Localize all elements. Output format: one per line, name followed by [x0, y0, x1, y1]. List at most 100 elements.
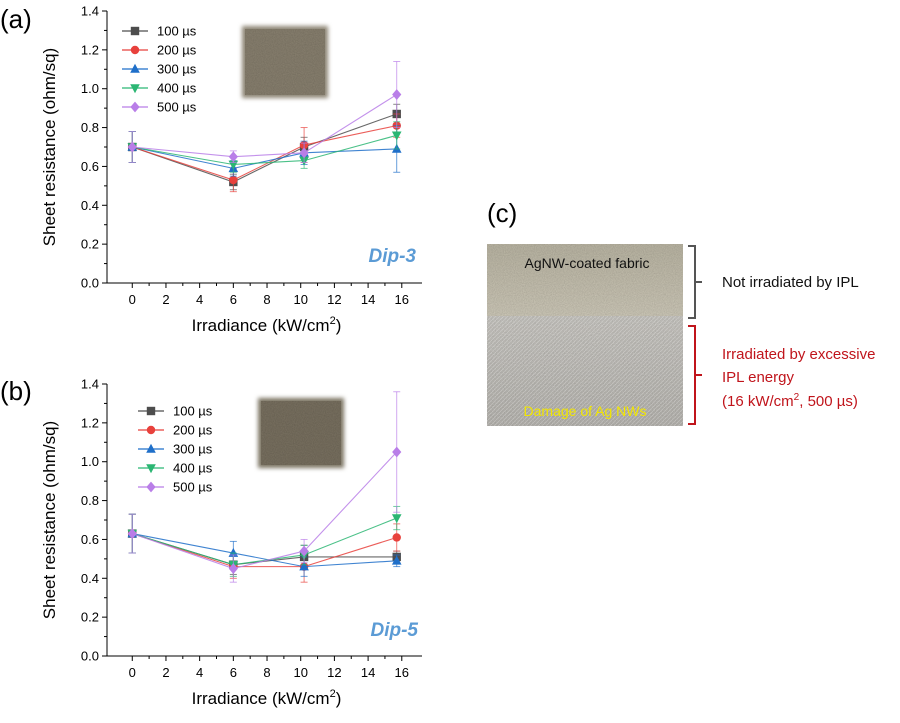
series-line — [132, 113, 397, 183]
y-tick-label: 1.2 — [81, 415, 99, 430]
bracket-bottom-line1: Irradiated by excessive — [722, 346, 875, 363]
y-tick-label: 1.2 — [81, 42, 99, 57]
bracket-top — [688, 245, 702, 319]
series — [127, 391, 402, 583]
data-point — [299, 545, 309, 557]
data-point — [229, 175, 238, 185]
series-layer — [127, 391, 402, 583]
legend-marker — [130, 101, 140, 113]
legend-label: 100 µs — [173, 404, 213, 419]
y-tick-label: 1.0 — [81, 81, 99, 96]
legend-label: 300 µs — [173, 442, 213, 457]
x-tick-label: 0 — [129, 292, 136, 307]
y-tick-label: 0.6 — [81, 159, 99, 174]
photo-panel-c: (c) AgNW-coated fabric Damage of Ag NWs … — [487, 198, 875, 426]
legend-marker — [146, 464, 156, 474]
y-tick-label: 0.2 — [81, 237, 99, 252]
y-axis-title: Sheet resistance (ohm/sq) — [40, 48, 59, 246]
chart-panel-b: (b) 0.0 0.2 0.4 0.6 0.8 1.0 1.2 1.4 0 2 4 6 8 10 12 14… — [0, 376, 422, 708]
sample-label: Dip-3 — [369, 246, 417, 267]
y-tick-label: 0.4 — [81, 571, 99, 586]
data-point — [228, 151, 238, 163]
data-point — [228, 563, 238, 574]
legend-label: 200 µs — [173, 423, 213, 438]
x-tick-label: 8 — [263, 665, 270, 680]
x-tick-label: 10 — [293, 292, 307, 307]
x-tick-label: 12 — [327, 665, 341, 680]
legend-marker — [130, 84, 140, 94]
legend-marker — [130, 63, 140, 73]
series-line — [132, 533, 397, 568]
legend-marker — [146, 425, 156, 435]
legend-label: 400 µs — [157, 81, 197, 96]
x-tick-label: 12 — [327, 292, 341, 307]
bracket-bottom-line3: (16 kW/cm2, 500 µs) — [722, 392, 858, 410]
x-tick-label: 14 — [361, 292, 375, 307]
y-tick-label: 1.0 — [81, 454, 99, 469]
panel-label-b: (b) — [0, 376, 32, 406]
data-point — [392, 533, 401, 542]
y-tick-label: 1.4 — [81, 377, 99, 392]
y-tick-label: 0.8 — [81, 120, 99, 135]
x-tick-label: 14 — [361, 665, 375, 680]
legend-marker — [146, 481, 156, 493]
data-point — [391, 514, 402, 524]
x-tick-label: 4 — [196, 665, 203, 680]
inset-fabric-photo — [242, 26, 328, 98]
data-point — [299, 561, 309, 571]
data-point — [127, 141, 137, 153]
fabric-photo: AgNW-coated fabric Damage of Ag NWs — [487, 244, 683, 426]
y-axis-title: Sheet resistance (ohm/sq) — [40, 421, 59, 619]
series — [127, 505, 402, 577]
series-line — [132, 94, 398, 158]
data-point — [392, 446, 402, 458]
axes: 0.0 0.2 0.4 0.6 0.8 1.0 1.2 1.4 0 2 4 6 8 10 12 14 16 — [81, 377, 422, 680]
series — [128, 513, 401, 575]
data-point — [299, 147, 309, 159]
bracket-bottom — [688, 325, 702, 425]
y-tick-label: 0.8 — [81, 493, 99, 508]
photo-caption-top: AgNW-coated fabric — [524, 255, 649, 271]
legend-marker — [130, 45, 140, 55]
y-tick-label: 0.6 — [81, 532, 99, 547]
x-axis-title: Irradiance (kW/cm2) — [192, 315, 342, 335]
fabric-photo-unirradiated-region — [487, 244, 683, 324]
series — [128, 513, 401, 583]
panel-label-a: (a) — [0, 4, 32, 34]
x-tick-label: 6 — [230, 665, 237, 680]
inset-fabric-photo — [258, 398, 344, 468]
x-tick-label: 2 — [162, 665, 169, 680]
x-tick-label: 6 — [230, 292, 237, 307]
panel-label-c: (c) — [487, 198, 517, 228]
legend-label: 300 µs — [157, 62, 197, 77]
series-line — [132, 146, 397, 169]
legend-label: 200 µs — [157, 43, 197, 58]
y-tick-label: 0.0 — [81, 649, 99, 664]
x-tick-label: 0 — [129, 665, 136, 680]
legend: 100 µs 200 µs 300 µs 400 µs 500 µs — [122, 24, 197, 115]
axes: 0.0 0.2 0.4 0.6 0.8 1.0 1.2 1.4 0 2 4 6 8 10 12 14 16 — [81, 4, 422, 307]
photo-caption-bottom: Damage of Ag NWs — [524, 403, 647, 419]
x-tick-label: 2 — [162, 292, 169, 307]
chart-panel-a: (a) 0.0 0.2 0.4 0.6 0.8 1.0 1.2 1.4 0 2 4 6 8 10 12 14… — [0, 4, 422, 335]
x-tick-label: 8 — [263, 292, 270, 307]
x-tick-label: 4 — [196, 292, 203, 307]
x-tick-label: 10 — [293, 665, 307, 680]
series-line — [132, 134, 397, 166]
legend-marker — [130, 26, 140, 36]
data-point — [391, 555, 402, 565]
series-layer — [127, 61, 402, 193]
legend-label: 500 µs — [173, 480, 213, 495]
legend-marker — [146, 443, 156, 453]
series — [127, 61, 402, 163]
data-point — [391, 131, 402, 141]
series-line — [132, 125, 397, 181]
legend-marker — [146, 406, 156, 416]
bracket-bottom-line2: IPL energy — [722, 369, 794, 386]
legend-label: 400 µs — [173, 461, 213, 476]
data-point — [392, 89, 402, 100]
legend-label: 100 µs — [157, 24, 197, 39]
y-tick-label: 0.4 — [81, 198, 99, 213]
series-line — [132, 451, 398, 570]
